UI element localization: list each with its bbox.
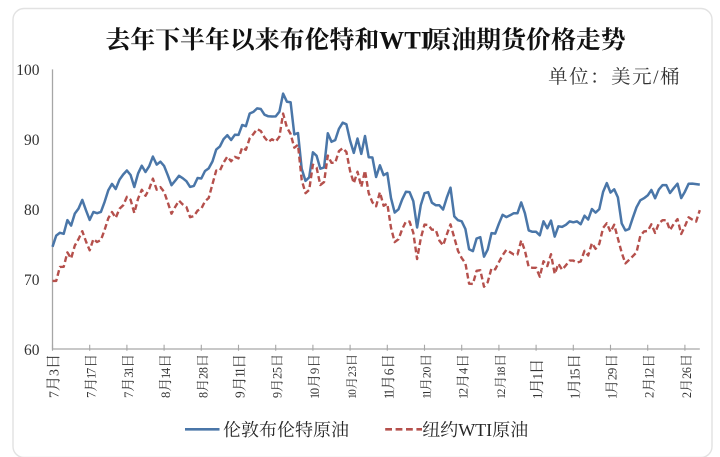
svg-text:70: 70 (24, 272, 40, 289)
svg-text:2: 2 (680, 373, 694, 379)
svg-text:2: 2 (457, 388, 471, 394)
svg-text:1: 1 (531, 373, 546, 380)
svg-text:3: 3 (48, 369, 63, 376)
svg-text:9: 9 (233, 391, 248, 398)
svg-text:80: 80 (24, 202, 40, 219)
svg-text:1: 1 (308, 393, 322, 399)
svg-text:WTI: WTI (458, 420, 492, 440)
svg-text:8: 8 (196, 392, 210, 398)
svg-text:2: 2 (643, 368, 657, 374)
svg-text:7: 7 (48, 391, 63, 398)
svg-text:1: 1 (85, 373, 99, 379)
svg-text:0: 0 (347, 389, 359, 395)
svg-text:1: 1 (233, 371, 248, 378)
svg-text:2: 2 (196, 373, 210, 379)
svg-text:2: 2 (347, 371, 359, 377)
svg-text:2: 2 (495, 389, 508, 395)
svg-text:7: 7 (85, 392, 99, 398)
svg-text:1: 1 (421, 393, 434, 399)
svg-text:8: 8 (159, 392, 173, 398)
svg-text:/: / (653, 67, 659, 88)
svg-text:1: 1 (643, 373, 657, 379)
svg-text:1: 1 (495, 371, 508, 377)
svg-text:9: 9 (308, 368, 322, 374)
svg-text:1: 1 (421, 390, 434, 396)
svg-text:1: 1 (122, 367, 136, 373)
svg-text:5: 5 (567, 368, 582, 375)
svg-text:1: 1 (381, 389, 396, 396)
svg-text:9: 9 (606, 368, 620, 374)
svg-text:2: 2 (606, 374, 620, 380)
svg-text:1: 1 (233, 367, 248, 374)
svg-text:1: 1 (159, 373, 173, 379)
svg-text:WTI: WTI (379, 27, 430, 54)
svg-text:1: 1 (495, 393, 508, 399)
svg-text:3: 3 (347, 366, 359, 372)
svg-text:0: 0 (421, 367, 434, 373)
svg-text:4: 4 (457, 367, 471, 374)
svg-text:7: 7 (122, 392, 136, 398)
svg-text:2: 2 (680, 392, 694, 398)
svg-text:1: 1 (606, 393, 620, 399)
svg-text:5: 5 (271, 367, 285, 373)
svg-text:1: 1 (567, 392, 582, 399)
svg-text:4: 4 (159, 367, 173, 374)
svg-text:1: 1 (567, 374, 582, 381)
svg-text:3: 3 (122, 371, 136, 377)
svg-text:7: 7 (85, 368, 99, 374)
svg-text:6: 6 (680, 367, 694, 373)
svg-text:1: 1 (381, 392, 396, 399)
svg-text:2: 2 (643, 392, 657, 398)
svg-text:8: 8 (196, 367, 210, 373)
svg-text:1: 1 (457, 393, 471, 399)
svg-text:1: 1 (531, 392, 546, 399)
svg-text:90: 90 (24, 132, 40, 149)
svg-text:60: 60 (24, 342, 40, 359)
svg-text:0: 0 (308, 388, 322, 394)
svg-text:6: 6 (381, 368, 396, 375)
svg-text:2: 2 (421, 372, 434, 378)
svg-text:2: 2 (271, 373, 285, 379)
svg-text:9: 9 (271, 392, 285, 398)
svg-text:8: 8 (495, 367, 508, 373)
svg-text:100: 100 (16, 62, 40, 79)
svg-text:1: 1 (347, 393, 359, 399)
